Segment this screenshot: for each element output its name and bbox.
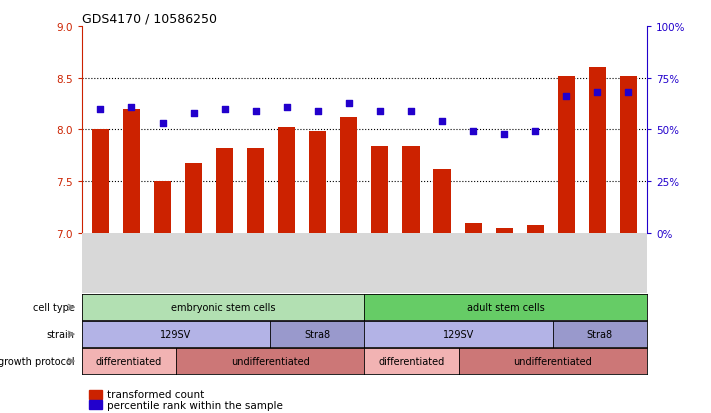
Point xyxy=(219,106,230,113)
Point xyxy=(405,108,417,115)
Bar xyxy=(464,223,481,233)
Point xyxy=(95,106,106,113)
Bar xyxy=(309,132,326,233)
Text: cell type: cell type xyxy=(33,302,75,313)
Bar xyxy=(278,128,295,233)
Text: strain: strain xyxy=(47,329,75,339)
Bar xyxy=(402,147,419,233)
Point xyxy=(592,90,603,96)
Point xyxy=(560,94,572,100)
Bar xyxy=(341,118,358,233)
Text: undifferentiated: undifferentiated xyxy=(231,356,309,366)
Text: percentile rank within the sample: percentile rank within the sample xyxy=(107,400,282,410)
Point xyxy=(250,108,262,115)
Text: 129SV: 129SV xyxy=(161,329,191,339)
Text: Stra8: Stra8 xyxy=(587,329,613,339)
Text: embryonic stem cells: embryonic stem cells xyxy=(171,302,275,313)
Text: differentiated: differentiated xyxy=(378,356,444,366)
Bar xyxy=(434,169,451,233)
Bar xyxy=(371,147,388,233)
Text: adult stem cells: adult stem cells xyxy=(467,302,545,313)
Bar xyxy=(557,76,574,233)
Bar xyxy=(247,149,264,233)
Bar xyxy=(496,228,513,233)
Bar xyxy=(92,130,109,233)
Bar xyxy=(216,149,233,233)
Point xyxy=(188,110,199,117)
Text: undifferentiated: undifferentiated xyxy=(513,356,592,366)
Point xyxy=(312,108,324,115)
Point xyxy=(281,104,292,111)
Text: GDS4170 / 10586250: GDS4170 / 10586250 xyxy=(82,13,217,26)
Bar xyxy=(527,225,544,233)
Point xyxy=(437,119,448,125)
Bar xyxy=(123,109,140,233)
Text: growth protocol: growth protocol xyxy=(0,356,75,366)
Bar xyxy=(154,182,171,233)
Point xyxy=(157,121,169,127)
Text: 129SV: 129SV xyxy=(443,329,474,339)
Text: transformed count: transformed count xyxy=(107,389,204,399)
Point xyxy=(343,100,355,107)
Point xyxy=(467,129,479,135)
Bar xyxy=(185,163,202,233)
Point xyxy=(126,104,137,111)
Point xyxy=(530,129,541,135)
Bar xyxy=(589,68,606,233)
Bar xyxy=(620,76,637,233)
Text: differentiated: differentiated xyxy=(96,356,162,366)
Point xyxy=(623,90,634,96)
Point xyxy=(498,131,510,138)
Text: Stra8: Stra8 xyxy=(304,329,331,339)
Point xyxy=(374,108,385,115)
